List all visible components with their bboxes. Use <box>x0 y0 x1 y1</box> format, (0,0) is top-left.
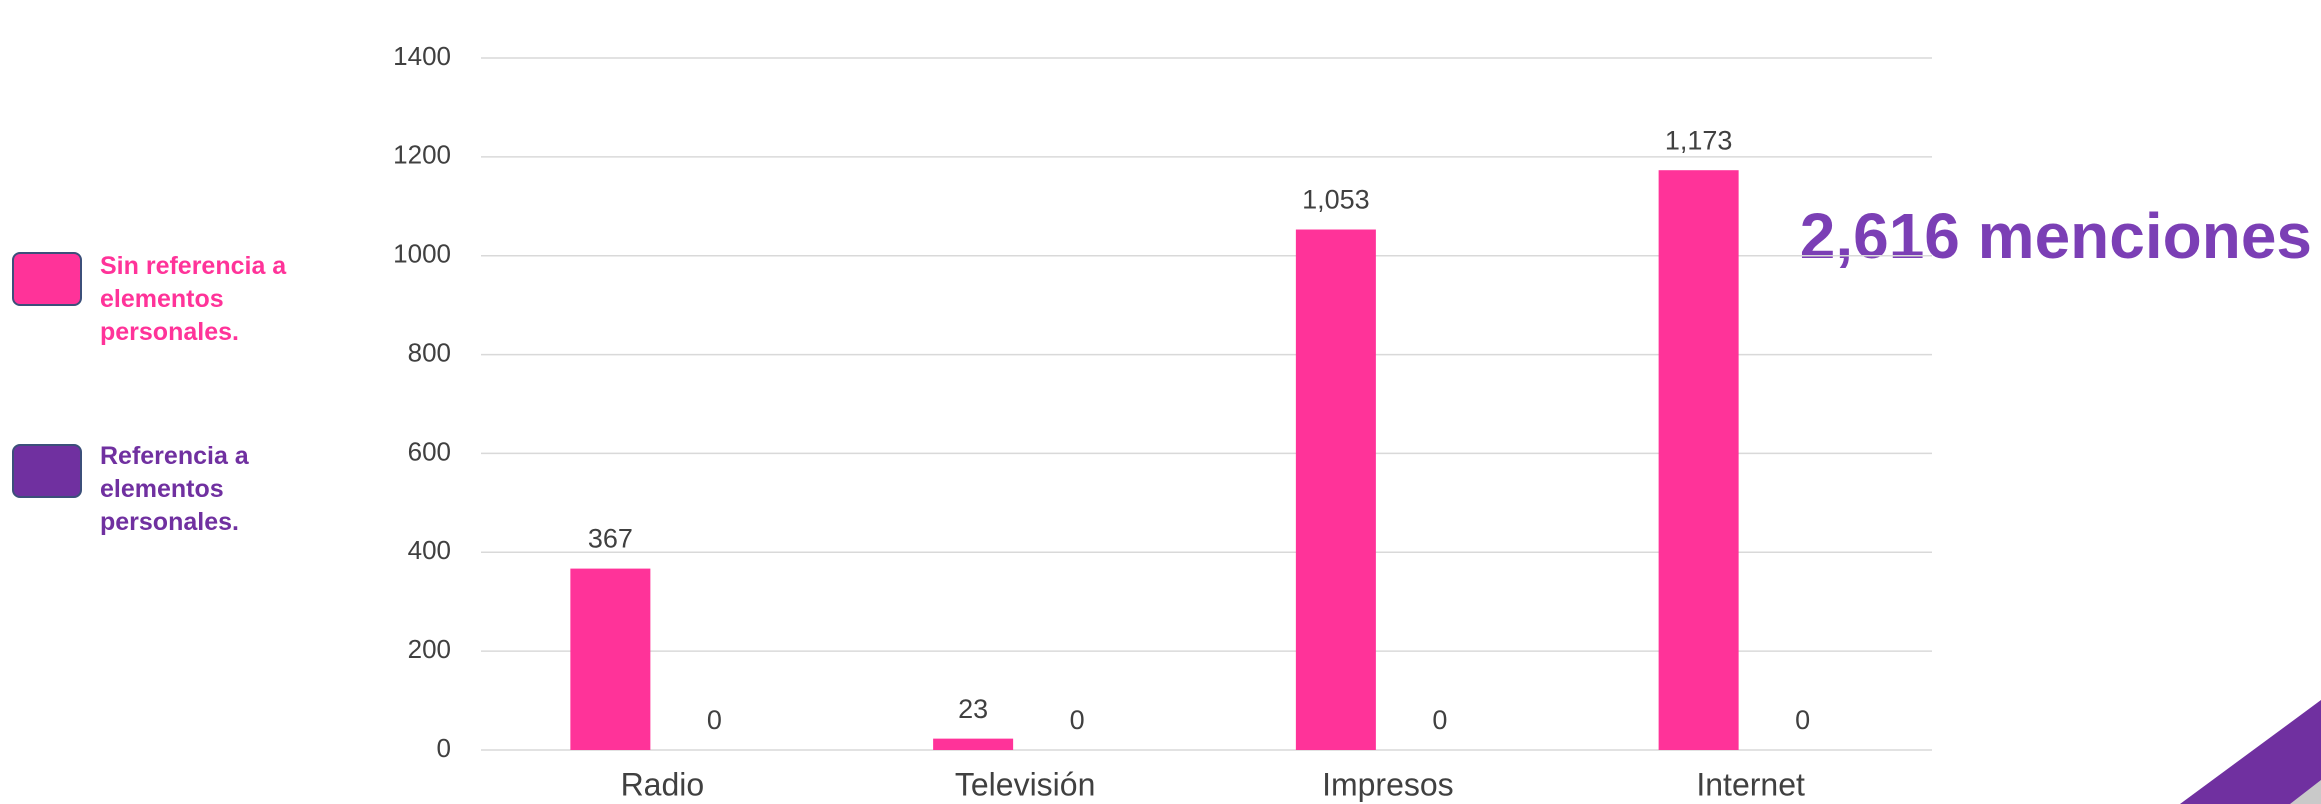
y-tick-label: 1200 <box>393 140 451 170</box>
y-tick-label: 1400 <box>393 41 451 71</box>
bar <box>1658 170 1739 750</box>
legend-swatch <box>12 252 82 306</box>
bar <box>1295 229 1376 750</box>
annotation: 2,616 menciones <box>1800 200 2312 272</box>
legend-swatch <box>12 444 82 498</box>
y-tick-label: 200 <box>408 634 451 664</box>
x-tick-label: Radio <box>621 766 705 802</box>
legend-label: Sin referencia a elementos personales. <box>100 252 287 346</box>
y-tick-label: 400 <box>408 535 451 565</box>
y-tick-label: 0 <box>437 733 451 763</box>
data-label: 1,053 <box>1302 185 1370 215</box>
corner-decoration <box>2290 780 2321 804</box>
data-label: 0 <box>1070 705 1085 735</box>
corner-decoration <box>2180 700 2321 804</box>
data-label: 23 <box>958 694 988 724</box>
y-tick-label: 600 <box>408 436 451 466</box>
y-tick-label: 1000 <box>393 239 451 269</box>
y-tick-label: 800 <box>408 337 451 367</box>
bar <box>933 738 1014 750</box>
x-tick-label: Televisión <box>955 766 1096 802</box>
legend-label: Referencia a elementos personales. <box>100 442 249 536</box>
data-label: 1,173 <box>1665 125 1733 155</box>
x-tick-label: Internet <box>1696 766 1805 802</box>
data-label: 0 <box>1432 705 1447 735</box>
data-label: 0 <box>1795 705 1810 735</box>
data-label: 0 <box>707 705 722 735</box>
data-label: 367 <box>588 524 633 554</box>
x-tick-label: Impresos <box>1322 766 1454 802</box>
bar <box>570 568 651 750</box>
